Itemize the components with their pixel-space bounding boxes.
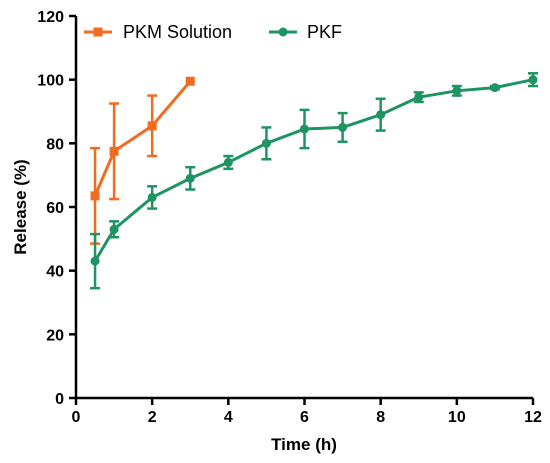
series-line bbox=[93, 78, 534, 262]
data-point bbox=[338, 122, 348, 132]
data-point bbox=[109, 146, 119, 156]
x-ticks: 0 2 4 6 8 10 12 bbox=[72, 398, 542, 426]
data-point bbox=[185, 173, 195, 183]
x-tick-label: 12 bbox=[524, 409, 542, 426]
y-tick-label: 80 bbox=[46, 136, 64, 153]
y-tick-label: 20 bbox=[46, 327, 64, 344]
data-point bbox=[90, 191, 100, 201]
plot-area bbox=[90, 72, 538, 290]
legend-label: PKF bbox=[307, 22, 342, 42]
x-tick-label: 6 bbox=[300, 409, 309, 426]
data-point bbox=[300, 124, 309, 134]
y-axis-title: Release (%) bbox=[11, 159, 30, 254]
x-tick-label: 0 bbox=[72, 409, 81, 426]
data-point bbox=[223, 157, 233, 167]
data-point bbox=[452, 86, 462, 96]
data-point bbox=[147, 192, 157, 202]
y-tick-label: 100 bbox=[37, 73, 64, 90]
data-point bbox=[90, 256, 100, 266]
y-tick-label: 60 bbox=[46, 200, 64, 217]
x-tick-label: 8 bbox=[376, 409, 385, 426]
legend-swatch-marker bbox=[93, 27, 103, 37]
y-tick-label: 120 bbox=[37, 9, 64, 26]
axes bbox=[74, 16, 533, 400]
series-pkm-solution bbox=[90, 76, 195, 245]
y-tick-label: 40 bbox=[46, 264, 64, 281]
series-pkf bbox=[90, 72, 538, 290]
x-tick-label: 10 bbox=[448, 409, 466, 426]
legend: PKM Solution PKF bbox=[84, 22, 342, 42]
x-tick-label: 4 bbox=[224, 409, 233, 426]
y-ticks: 0 20 40 60 80 100 120 bbox=[37, 9, 76, 408]
x-axis-title: Time (h) bbox=[271, 435, 337, 454]
data-point bbox=[528, 75, 538, 85]
data-point bbox=[147, 121, 157, 131]
x-tick-label: 2 bbox=[148, 409, 157, 426]
data-point bbox=[109, 224, 119, 234]
data-point bbox=[185, 76, 195, 86]
data-point bbox=[490, 83, 500, 93]
series-line bbox=[93, 80, 192, 197]
data-point bbox=[414, 92, 424, 102]
legend-swatch-marker bbox=[278, 27, 288, 37]
data-point bbox=[376, 110, 386, 120]
data-point bbox=[261, 138, 271, 148]
legend-label: PKM Solution bbox=[123, 22, 232, 42]
y-tick-label: 0 bbox=[55, 391, 64, 408]
